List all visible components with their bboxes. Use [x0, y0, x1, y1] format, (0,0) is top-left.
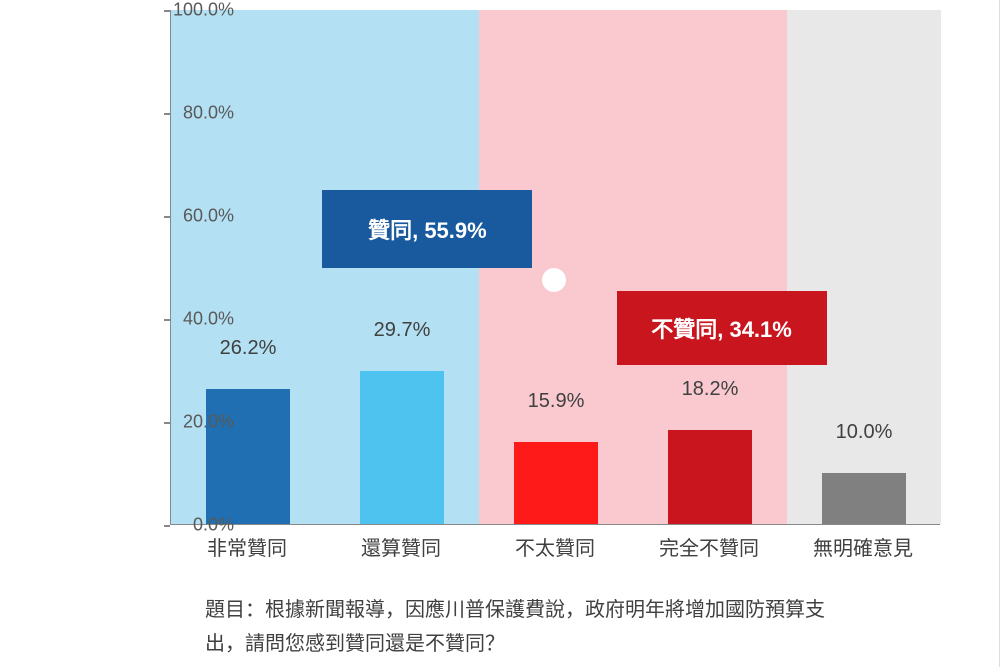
- y-tick-label: 20.0%: [134, 412, 234, 433]
- y-tick-label: 60.0%: [134, 206, 234, 227]
- y-tick-label: 40.0%: [134, 309, 234, 330]
- y-tick-mark: [164, 216, 170, 218]
- y-tick-mark: [164, 525, 170, 527]
- x-category-label: 非常贊同: [207, 532, 287, 561]
- bar: [206, 389, 291, 524]
- y-tick-mark: [164, 10, 170, 12]
- y-tick-mark: [164, 113, 170, 115]
- y-tick-label: 80.0%: [134, 103, 234, 124]
- question-text: 題目：根據新聞報導，因應川普保護費說，政府明年將增加國防預算支出，請問您感到贊同…: [205, 593, 855, 661]
- bar-value-label: 15.9%: [496, 390, 616, 413]
- bg-band: [787, 10, 941, 524]
- y-tick-mark: [164, 319, 170, 321]
- bar-value-label: 10.0%: [804, 421, 924, 444]
- plot-area: 26.2% 29.7% 15.9% 18.2% 10.0% 贊同, 55.9% 不贊同, 3…: [170, 10, 940, 525]
- x-category-label: 完全不贊同: [659, 532, 759, 561]
- bar: [514, 442, 599, 524]
- y-tick-label: 100.0%: [134, 0, 234, 21]
- callout-box: 贊同, 55.9%: [322, 190, 532, 267]
- callout-box: 不贊同, 34.1%: [617, 291, 827, 366]
- bar-value-label: 26.2%: [188, 337, 308, 360]
- x-category-label: 不太贊同: [515, 532, 595, 561]
- x-category-label: 還算贊同: [361, 532, 441, 561]
- bar-value-label: 29.7%: [342, 319, 462, 342]
- bar: [360, 371, 445, 524]
- bar-value-label: 18.2%: [650, 378, 770, 401]
- y-tick-mark: [164, 422, 170, 424]
- bar: [822, 473, 907, 525]
- bar: [668, 430, 753, 524]
- x-category-label: 無明確意見: [813, 532, 913, 561]
- survey-bar-chart: 26.2% 29.7% 15.9% 18.2% 10.0% 贊同, 55.9% 不贊同, 3…: [100, 0, 940, 560]
